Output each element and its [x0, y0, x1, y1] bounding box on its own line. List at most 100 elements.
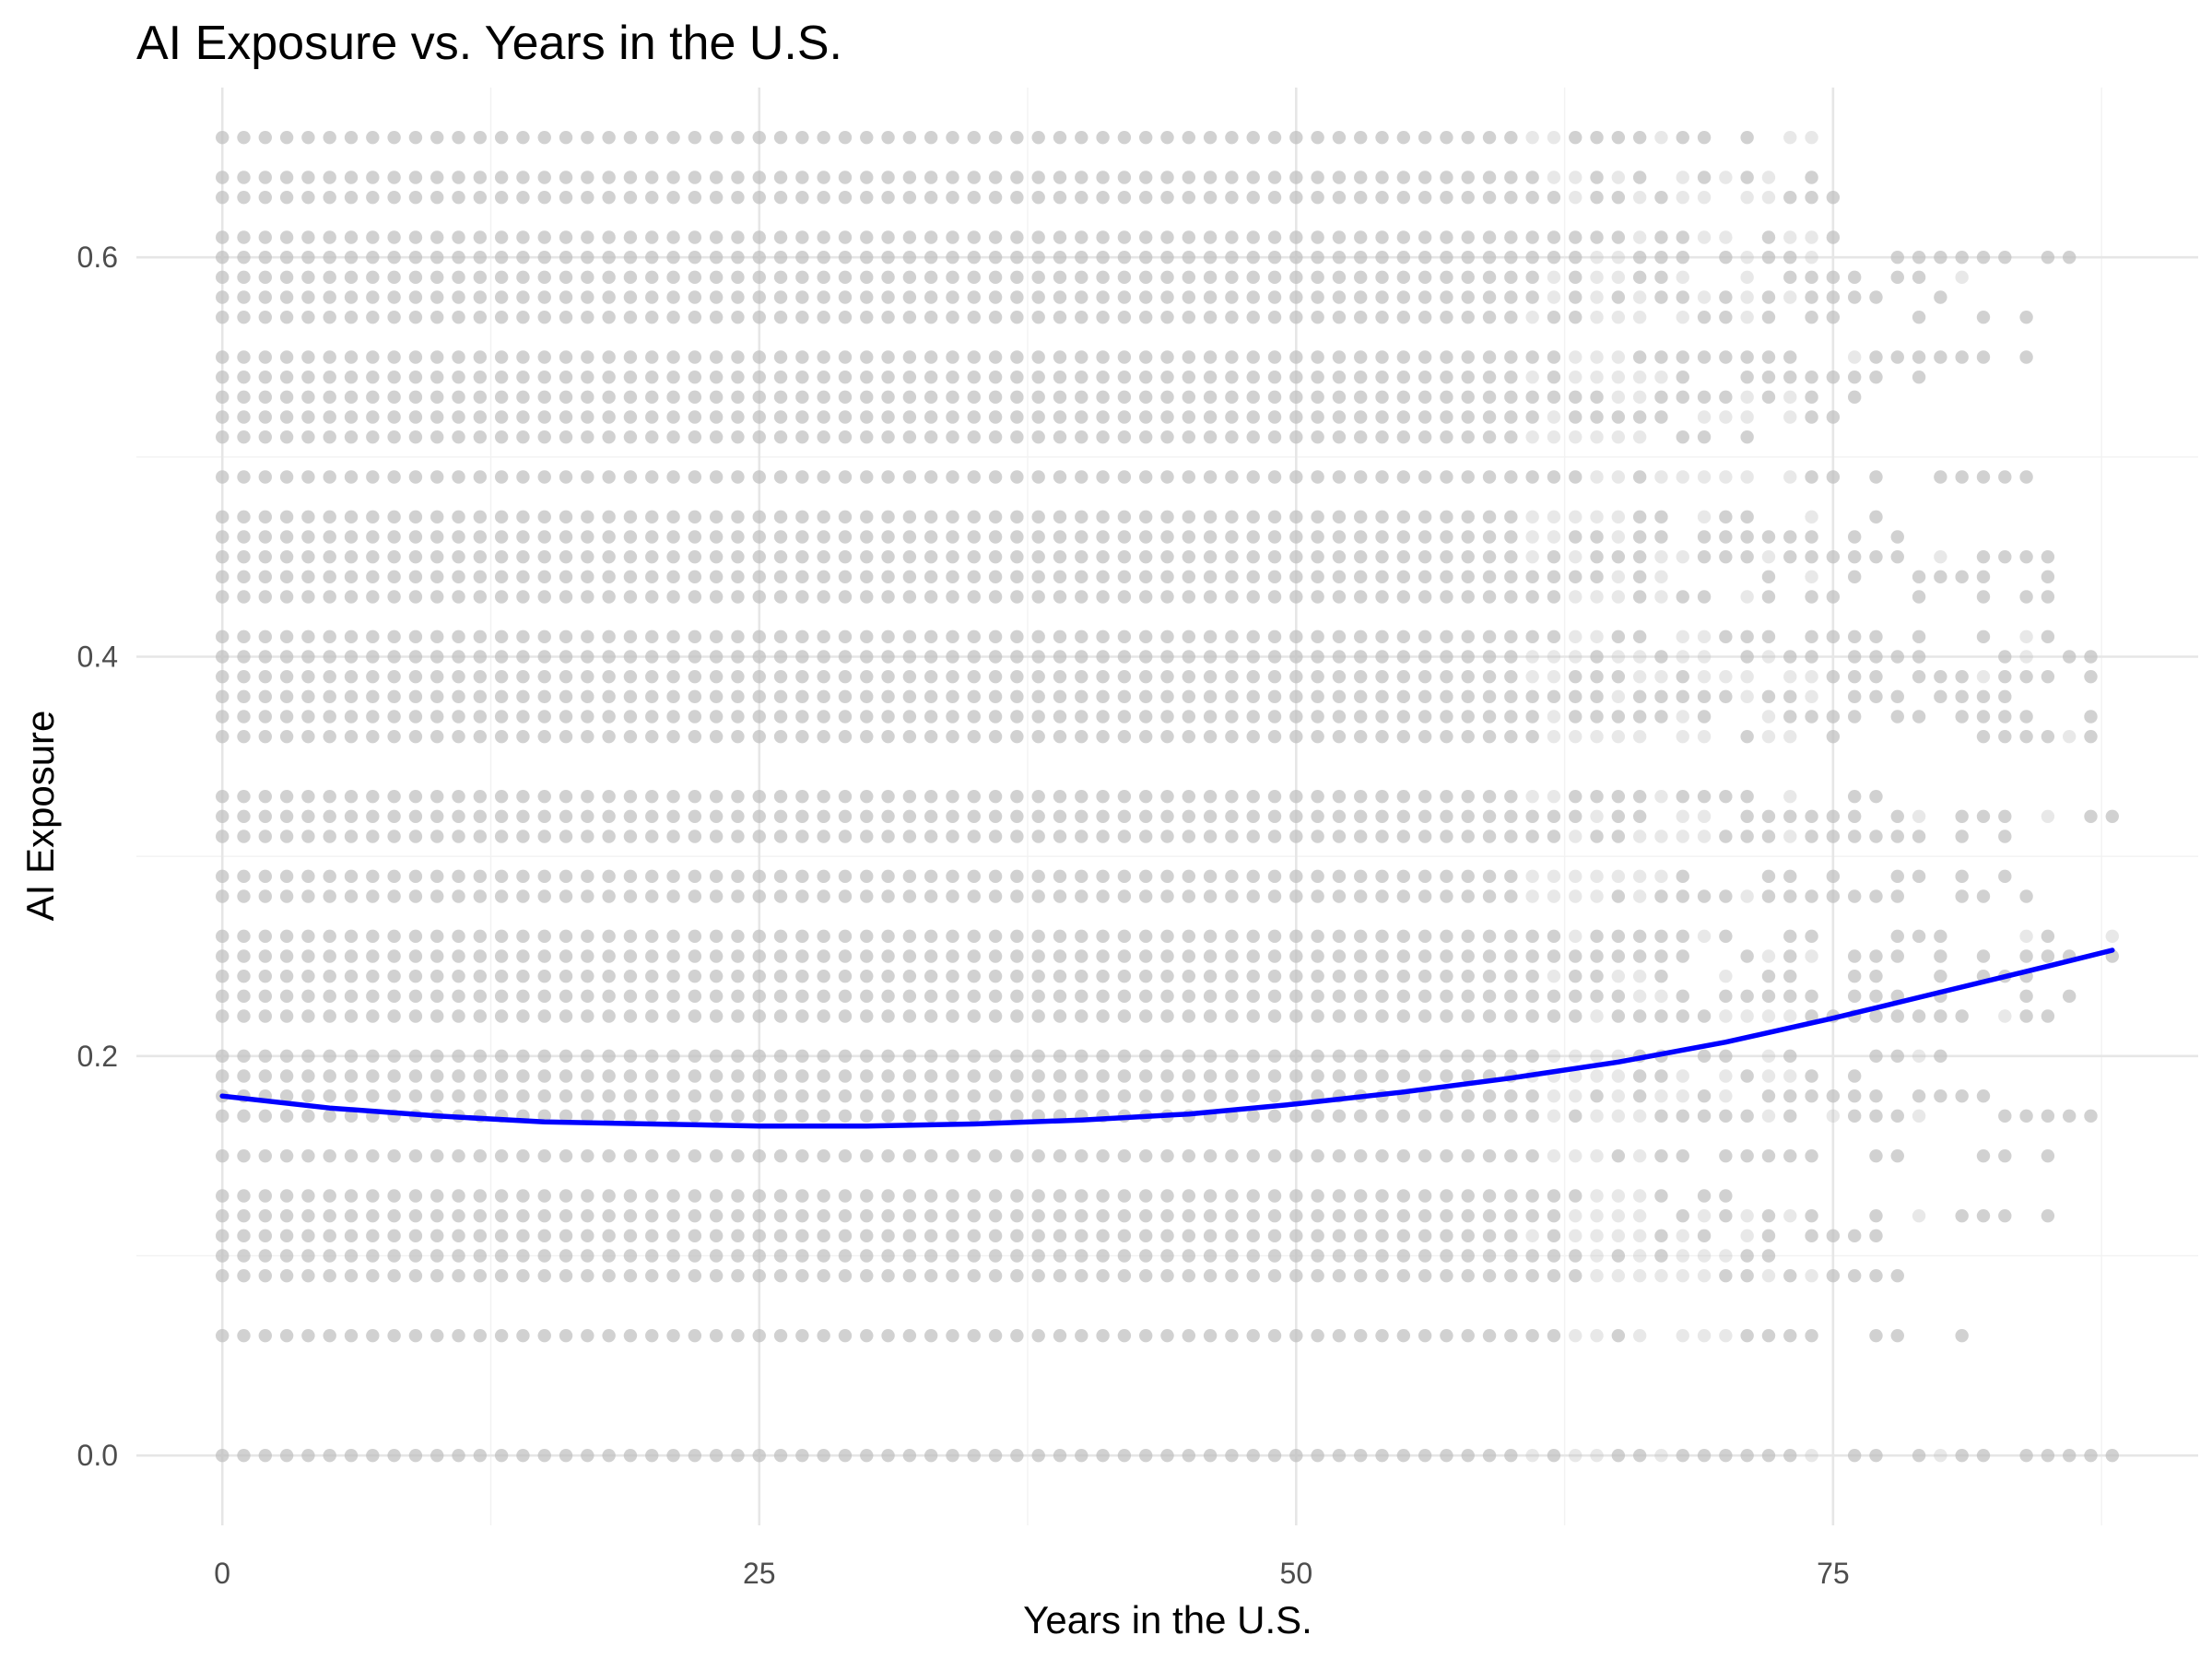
- data-point: [216, 689, 229, 704]
- data-point: [1246, 570, 1260, 584]
- data-point: [924, 230, 938, 244]
- data-point: [301, 190, 315, 205]
- data-point: [1117, 1189, 1132, 1203]
- data-point: [881, 549, 895, 564]
- data-point: [1482, 590, 1497, 604]
- data-point: [1654, 1069, 1668, 1083]
- data-point: [1267, 1049, 1282, 1064]
- data-point: [1031, 949, 1045, 963]
- data-point: [1890, 1328, 1904, 1343]
- data-point: [1182, 250, 1196, 265]
- data-point: [581, 969, 594, 983]
- data-point: [1267, 171, 1282, 184]
- data-point: [881, 230, 895, 244]
- data-point: [430, 1328, 444, 1343]
- data-point: [279, 729, 294, 744]
- data-point: [279, 410, 294, 424]
- data-point: [1096, 390, 1110, 405]
- data-point: [1783, 729, 1797, 744]
- data-point: [1267, 1069, 1282, 1083]
- data-point: [946, 530, 959, 544]
- data-point: [516, 1208, 530, 1223]
- data-point: [1611, 1069, 1626, 1083]
- data-point: [1783, 130, 1797, 145]
- data-point: [946, 1148, 959, 1163]
- data-point: [1053, 1268, 1067, 1283]
- data-point: [387, 1049, 401, 1064]
- data-point: [1031, 230, 1045, 244]
- data-point: [881, 310, 895, 324]
- data-point: [1031, 1229, 1045, 1243]
- data-point: [516, 1088, 530, 1103]
- data-point: [1075, 350, 1088, 364]
- data-point: [1203, 1148, 1218, 1163]
- data-point: [2041, 590, 2055, 604]
- data-points: [216, 130, 2119, 1463]
- data-point: [452, 570, 465, 584]
- data-point: [1805, 190, 1818, 205]
- data-point: [623, 250, 638, 265]
- data-point: [559, 190, 573, 205]
- data-point: [1053, 929, 1067, 944]
- data-point: [1611, 1448, 1626, 1463]
- data-point: [709, 1009, 724, 1023]
- data-point: [1289, 969, 1303, 983]
- data-point: [1805, 530, 1818, 544]
- data-point: [366, 1249, 380, 1263]
- data-point: [1482, 1049, 1497, 1064]
- data-point: [1440, 869, 1453, 884]
- data-point: [1289, 130, 1303, 145]
- data-point: [666, 1448, 680, 1463]
- data-point: [1246, 230, 1260, 244]
- data-point: [1418, 789, 1432, 804]
- data-point: [773, 1109, 788, 1124]
- data-point: [1375, 270, 1389, 285]
- data-point: [258, 689, 273, 704]
- data-point: [1418, 1328, 1432, 1343]
- data-point: [731, 729, 745, 744]
- data-point: [1783, 869, 1797, 884]
- data-point: [1289, 1049, 1303, 1064]
- data-point: [602, 1328, 616, 1343]
- data-point: [1719, 1069, 1733, 1083]
- data-point: [1031, 1069, 1045, 1083]
- data-point: [1440, 1148, 1453, 1163]
- data-point: [1138, 949, 1153, 963]
- data-point: [946, 1049, 959, 1064]
- data-point: [666, 989, 680, 1004]
- data-point: [1203, 989, 1218, 1004]
- data-point: [1225, 1328, 1239, 1343]
- data-point: [1890, 949, 1904, 963]
- data-point: [516, 370, 530, 384]
- data-point: [344, 1088, 359, 1103]
- data-point: [1719, 310, 1733, 324]
- data-point: [1311, 410, 1324, 424]
- data-point: [1203, 650, 1218, 664]
- data-point: [967, 530, 981, 544]
- data-point: [1289, 470, 1303, 484]
- data-point: [258, 1049, 273, 1064]
- data-point: [430, 729, 444, 744]
- data-point: [1654, 270, 1668, 285]
- data-point: [1569, 669, 1583, 684]
- data-point: [1719, 1009, 1733, 1023]
- data-point: [452, 629, 465, 644]
- data-point: [1160, 470, 1174, 484]
- data-point: [1569, 590, 1583, 604]
- data-point: [344, 549, 359, 564]
- data-point: [258, 710, 273, 724]
- data-point: [688, 190, 702, 205]
- data-point: [1504, 1109, 1518, 1124]
- data-point: [1590, 949, 1604, 963]
- data-point: [516, 889, 530, 903]
- data-point: [1461, 570, 1475, 584]
- data-point: [1740, 1249, 1754, 1263]
- data-point: [1311, 1009, 1324, 1023]
- data-point: [1332, 809, 1347, 824]
- data-point: [645, 410, 659, 424]
- data-point: [1160, 130, 1174, 145]
- data-point: [988, 989, 1003, 1004]
- data-point: [1569, 949, 1583, 963]
- data-point: [1053, 1249, 1067, 1263]
- data-point: [1375, 789, 1389, 804]
